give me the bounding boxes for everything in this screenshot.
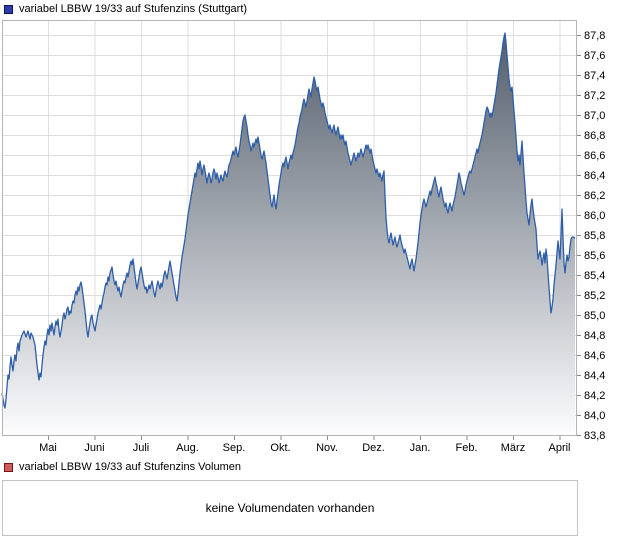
y-axis-label: 85,0 bbox=[584, 310, 605, 322]
y-axis-label: 87,6 bbox=[584, 50, 605, 62]
x-axis-label: Juli bbox=[133, 442, 150, 454]
volume-panel: keine Volumendaten vorhanden bbox=[2, 480, 578, 536]
x-axis-label: Feb. bbox=[455, 442, 477, 454]
x-axis-label: Sep. bbox=[223, 442, 246, 454]
y-axis-label: 85,6 bbox=[584, 250, 605, 262]
y-axis-label: 86,8 bbox=[584, 130, 605, 142]
x-axis-label: März bbox=[501, 442, 525, 454]
y-axis-label: 84,4 bbox=[584, 370, 605, 382]
y-axis-label: 86,4 bbox=[584, 170, 605, 182]
y-axis-label: 84,8 bbox=[584, 330, 605, 342]
x-axis-label: Aug. bbox=[176, 442, 199, 454]
y-axis-label: 87,0 bbox=[584, 110, 605, 122]
price-area bbox=[2, 33, 575, 436]
y-axis-label: 86,0 bbox=[584, 210, 605, 222]
y-axis-label: 87,8 bbox=[584, 30, 605, 42]
y-axis-label: 87,2 bbox=[584, 90, 605, 102]
y-axis-label: 86,2 bbox=[584, 190, 605, 202]
y-axis-label: 87,4 bbox=[584, 70, 605, 82]
price-chart-legend: variabel LBBW 19/33 auf Stufenzins (Stut… bbox=[4, 4, 247, 15]
y-axis-label: 84,0 bbox=[584, 410, 605, 422]
y-axis-label: 86,6 bbox=[584, 150, 605, 162]
price-series-label: variabel LBBW 19/33 auf Stufenzins (Stut… bbox=[19, 3, 248, 15]
x-axis-label: Nov. bbox=[316, 442, 338, 454]
x-axis-label: Dez. bbox=[362, 442, 385, 454]
y-axis-label: 85,4 bbox=[584, 270, 605, 282]
volume-chart-legend: variabel LBBW 19/33 auf Stufenzins Volum… bbox=[4, 462, 241, 473]
volume-series-label: variabel LBBW 19/33 auf Stufenzins Volum… bbox=[19, 461, 241, 473]
volume-series-swatch-icon bbox=[4, 463, 13, 472]
x-axis-label: Mai bbox=[39, 442, 57, 454]
x-axis-label: Juni bbox=[84, 442, 104, 454]
y-axis-label: 85,2 bbox=[584, 290, 605, 302]
plot-border bbox=[2, 20, 577, 436]
y-axis-label: 84,2 bbox=[584, 390, 605, 402]
x-axis-label: April bbox=[548, 442, 570, 454]
y-axis-label: 85,8 bbox=[584, 230, 605, 242]
volume-empty-message: keine Volumendaten vorhanden bbox=[205, 501, 375, 515]
y-axis-label: 83,8 bbox=[584, 430, 605, 442]
price-series-swatch-icon bbox=[4, 5, 13, 14]
price-line bbox=[1, 32, 576, 409]
x-axis-label: Jan. bbox=[410, 442, 431, 454]
y-axis-label: 84,6 bbox=[584, 350, 605, 362]
price-chart: 87,8 87,6 87,4 87,2 87,0 86,8 86,6 86,4 86,2 86,0… bbox=[1, 20, 605, 454]
x-axis-label: Okt. bbox=[270, 442, 290, 454]
